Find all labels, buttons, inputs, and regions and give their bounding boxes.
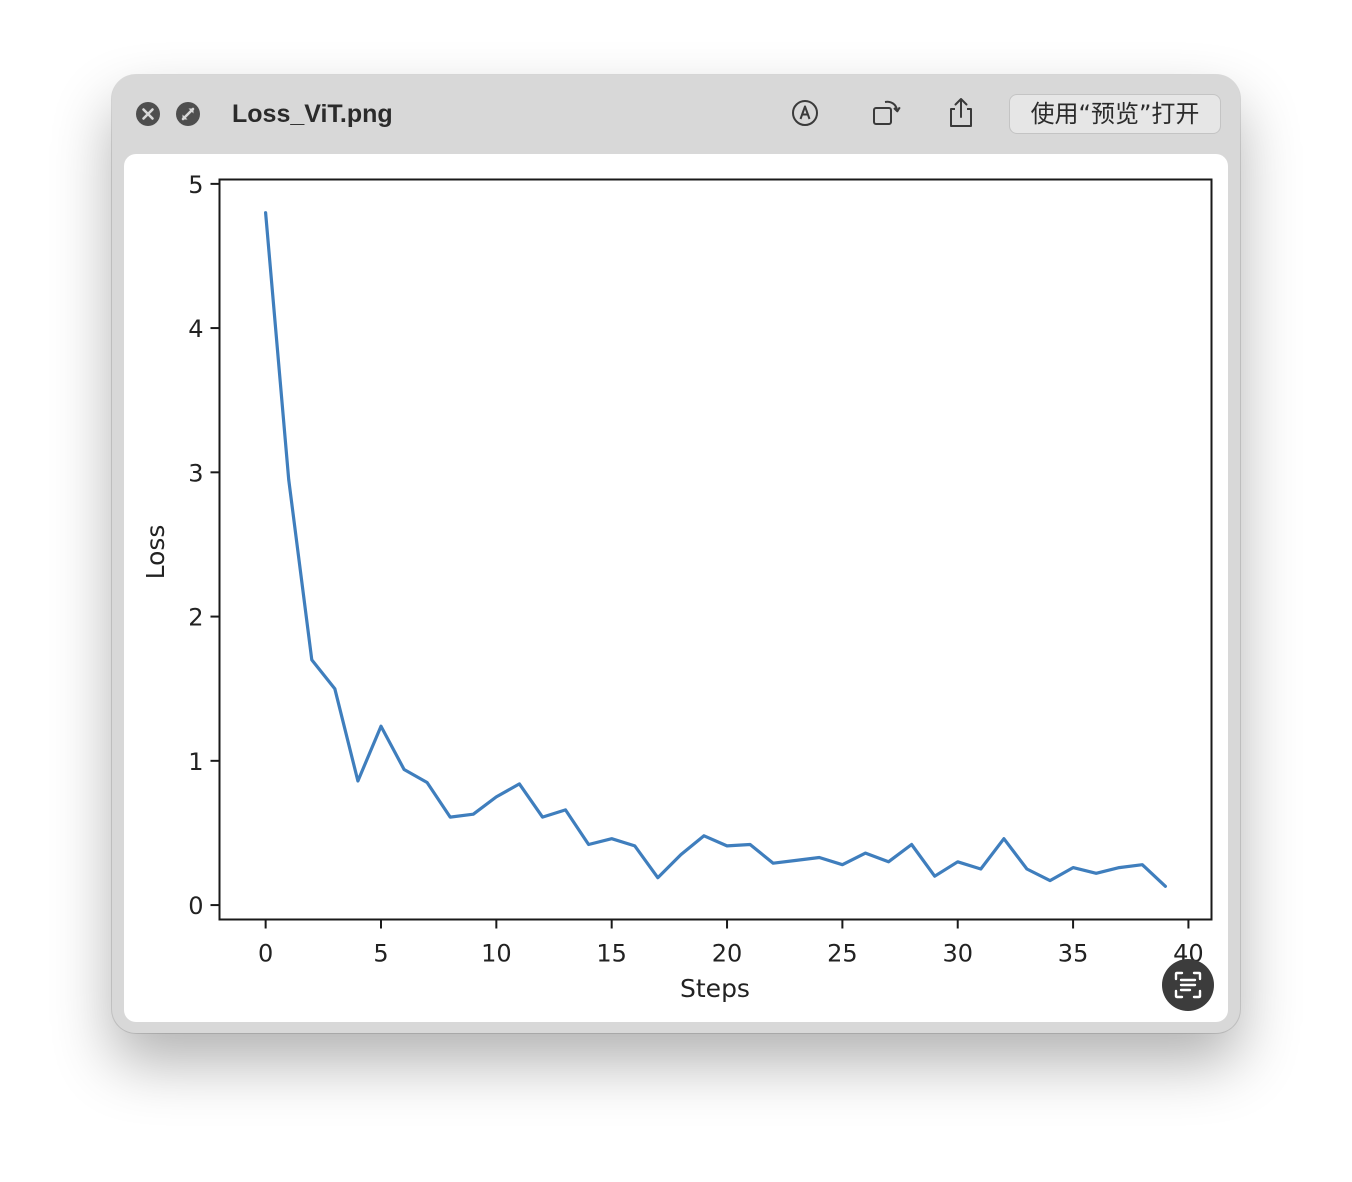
open-with-preview-button[interactable]: 使用“预览”打开 [1009,94,1221,134]
y-tick-label: 0 [188,892,203,920]
x-tick-label: 30 [942,940,973,968]
window-title: Loss_ViT.png [232,100,393,128]
fullscreen-icon[interactable] [176,102,200,126]
x-tick-label: 15 [596,940,627,968]
x-tick-label: 5 [373,940,388,968]
x-tick-label: 35 [1058,940,1089,968]
x-axis-label: Steps [680,974,750,1003]
x-tick-label: 0 [258,940,273,968]
y-tick-label: 3 [188,459,203,487]
x-tick-label: 20 [712,940,743,968]
share-icon[interactable] [943,95,979,131]
y-tick-label: 5 [188,171,203,199]
y-axis-label: Loss [141,525,170,580]
title-bar: Loss_ViT.png 使用“预览”打开 [112,75,1240,153]
y-tick-label: 2 [188,604,203,632]
live-text-icon[interactable] [1162,959,1214,1011]
x-tick-label: 25 [827,940,858,968]
x-axis-ticks: 0 5 10 15 20 25 30 35 40 [258,919,1204,968]
loss-series-line [264,211,1168,888]
y-tick-label: 1 [188,748,203,776]
x-tick-label: 10 [481,940,512,968]
y-axis-ticks: 0 1 2 3 4 5 [188,171,220,920]
close-icon[interactable] [136,102,160,126]
markup-icon[interactable] [787,95,823,131]
rotate-icon[interactable] [868,95,904,131]
axes-frame [218,178,1213,921]
y-tick-label: 4 [188,315,203,343]
